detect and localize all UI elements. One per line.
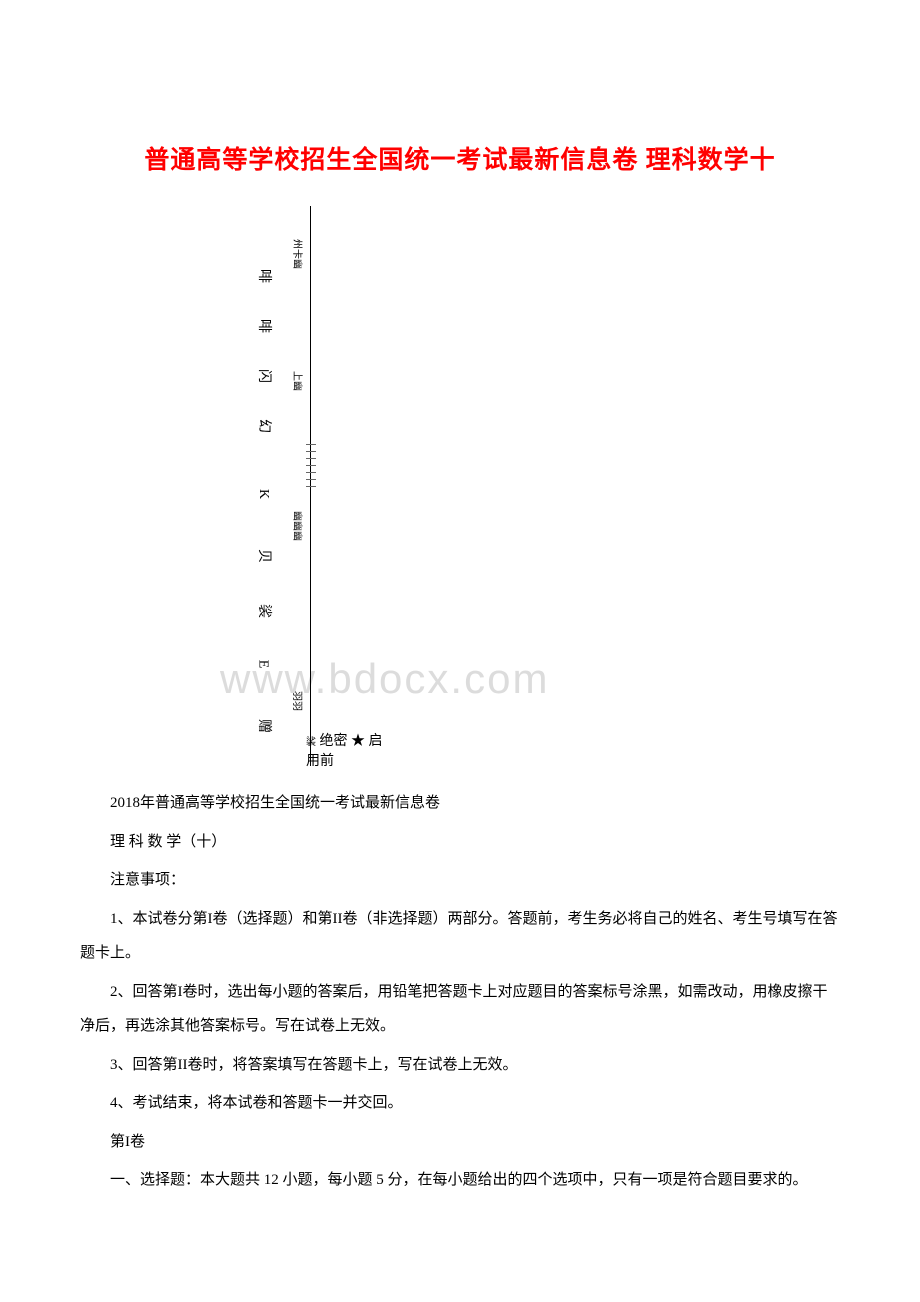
choice-question-header: 一、选择题：本大题共 12 小题，每小题 5 分，在每小题给出的四个选项中，只有… [80,1163,840,1198]
subject-line: 理 科 数 学（十） [80,825,840,860]
exam-header-line: 2018年普通高等学校招生全国统一考试最新信息卷 [80,786,840,821]
ruled-lines [306,444,316,490]
confidential-text: 绝密 ★ 启用前 [306,734,383,769]
seal-char: 啡 [255,269,275,283]
seal-char: 赠 [255,719,275,733]
seal-char: 啡 [255,319,275,333]
document-title: 普通高等学校招生全国统一考试最新信息卷 理科数学十 [80,140,840,176]
seal-char: 贝 [255,549,275,563]
instruction-2: 2、回答第I卷时，选出每小题的答案后，用铅笔把答题卡上对应题目的答案标号涂黑，如… [80,975,840,1044]
seal-char: 闪 [255,369,275,383]
confidential-label: 裟 绝密 ★ 启用前 [306,730,390,770]
notice-header: 注意事项： [80,863,840,898]
instruction-1: 1、本试卷分第I卷（选择题）和第II卷（非选择题）两部分。答题前，考生务必将自己… [80,902,840,971]
document-content: 2018年普通高等学校招生全国统一考试最新信息卷 理 科 数 学（十） 注意事项… [80,786,840,1198]
instruction-4: 4、考试结束，将本试卷和答题卡一并交回。 [80,1086,840,1121]
seal-char: E [254,660,270,669]
vertical-seal-box: 啡 啡 闪 幻 K 贝 裟 E 赠 州卡幽 上幽 幽幽幽 羽羽 裟 绝密 ★ 启… [190,206,390,766]
seal-side-label: 幽幽幽 [291,511,301,541]
seal-side-label: 上幽 [291,371,301,391]
seal-side-label: 州卡幽 [291,239,301,269]
small-prefix: 裟 [306,737,316,748]
seal-char: 裟 [255,604,275,618]
seal-side-label: 羽羽 [291,691,301,711]
seal-char: K [255,489,271,499]
instruction-3: 3、回答第II卷时，将答案填写在答题卡上，写在试卷上无效。 [80,1048,840,1083]
section-1-header: 第I卷 [80,1125,840,1160]
seal-char: 幻 [255,419,275,433]
